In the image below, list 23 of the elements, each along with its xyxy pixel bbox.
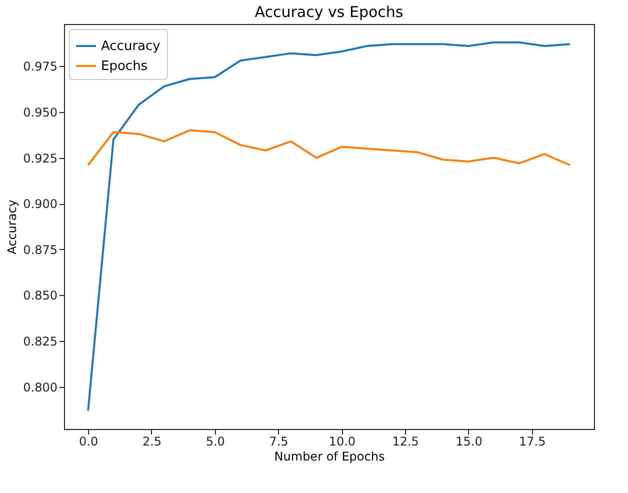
legend-label: Accuracy [101,39,161,54]
y-tick-label: 0.950 [23,105,58,120]
chart-title: Accuracy vs Epochs [254,3,404,21]
y-tick-label: 0.975 [23,60,58,74]
y-tick-label: 0.925 [23,151,58,166]
x-tick-label: 0.0 [79,434,98,448]
line-series [87,129,571,166]
y-tick-label: 0.900 [23,197,58,212]
y-tick-label: 0.800 [23,380,58,394]
x-tick-label: 12.5 [392,434,419,448]
x-axis-title: Number of Epochs [274,450,385,464]
x-tick-label: 2.5 [142,434,162,448]
y-tick-label: 0.875 [23,242,58,257]
line-series [87,41,571,412]
x-tick-label: 10.0 [328,434,356,448]
y-axis-title: Accuracy [5,200,20,254]
y-tick-label: 0.850 [23,288,58,303]
x-tick-label: 15.0 [456,434,482,448]
x-tick-label: 17.5 [519,434,546,448]
x-tick-label: 5.0 [206,434,225,448]
legend-label: Epochs [101,59,148,74]
x-tick-label: 7.5 [269,434,288,448]
y-tick-label: 0.825 [23,334,58,349]
